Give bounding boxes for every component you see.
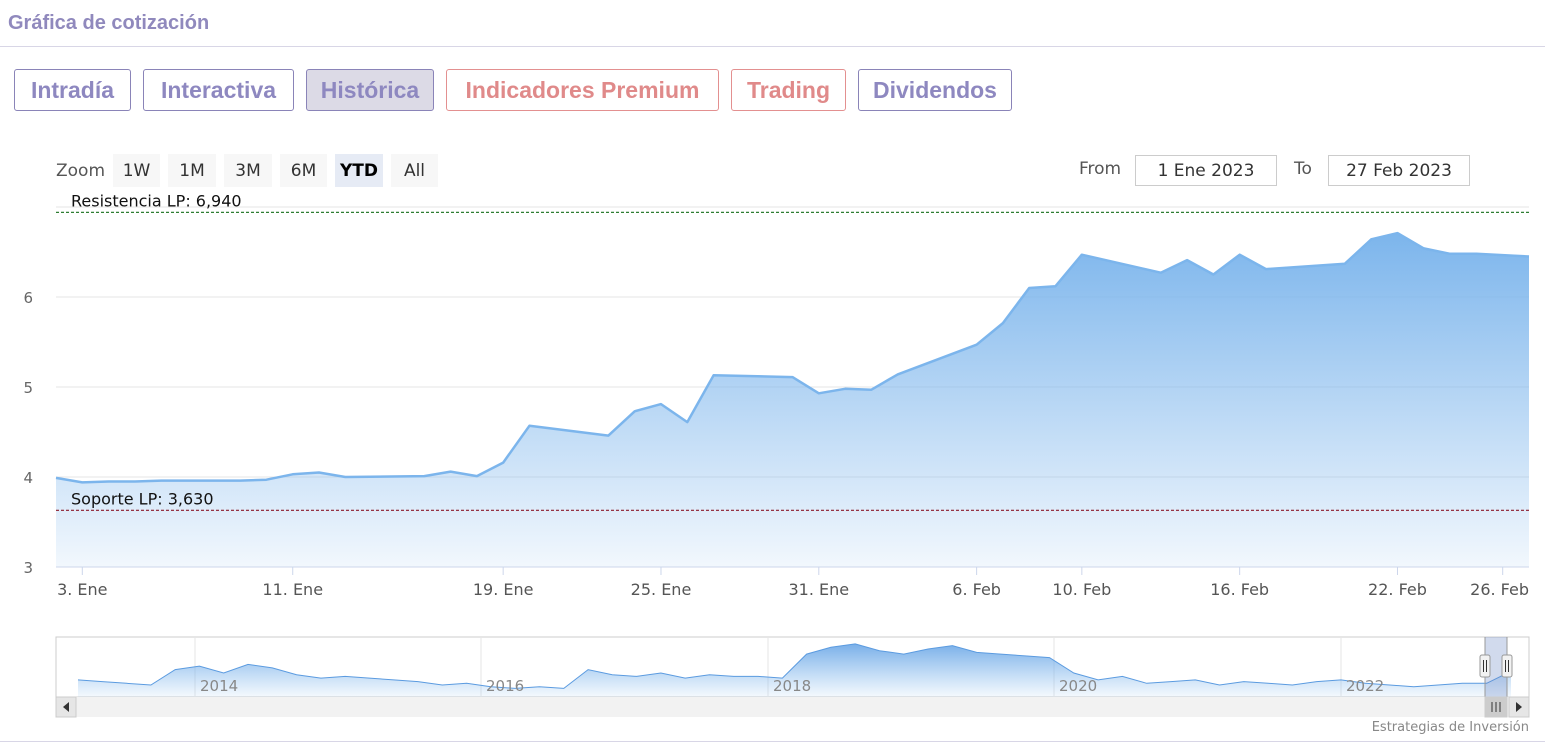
x-tick-label: 6. Feb	[952, 580, 1001, 599]
tab-interactiva[interactable]: Interactiva	[143, 69, 294, 111]
x-tick-label: 31. Ene	[788, 580, 849, 599]
y-tick-label: 3	[23, 559, 33, 577]
navigator-year-label: 2016	[486, 677, 524, 695]
tab-dividendos[interactable]: Dividendos	[858, 69, 1012, 111]
x-axis: 3. Ene 11. Ene 19. Ene 25. Ene 31. Ene 6. Feb…	[56, 566, 1529, 599]
tab-historica[interactable]: Histórica	[306, 69, 434, 111]
zoom-1m-button[interactable]: 1M	[168, 154, 216, 187]
x-tick-label: 16. Feb	[1210, 580, 1269, 599]
zoom-ytd-button[interactable]: YTD	[335, 154, 383, 187]
scrollbar-track[interactable]	[56, 697, 1529, 717]
resistance-line-label: Resistencia LP: 6,940	[71, 191, 242, 210]
tab-indicadores-premium[interactable]: Indicadores Premium	[446, 69, 719, 111]
price-line	[55, 231, 1530, 484]
range-to-input[interactable]: 27 Feb 2023	[1328, 155, 1470, 186]
chart-credit[interactable]: Estrategias de Inversión	[1371, 720, 1529, 735]
navigator-handle[interactable]	[1501, 654, 1513, 678]
support-line-label: Soporte LP: 3,630	[71, 489, 214, 508]
x-tick-label: 11. Ene	[262, 580, 323, 599]
area-fill	[56, 233, 1529, 567]
tab-trading[interactable]: Trading	[731, 69, 846, 111]
zoom-6m-button[interactable]: 6M	[280, 154, 327, 187]
bottom-divider	[0, 741, 1545, 742]
arrow-right-icon	[1516, 702, 1522, 712]
zoom-3m-button[interactable]: 3M	[224, 154, 272, 187]
x-tick-label: 3. Ene	[57, 580, 107, 599]
reference-lines: Resistencia LP: 6,940 Soporte LP: 3,630	[56, 191, 1529, 511]
zoom-all-button[interactable]: All	[391, 154, 438, 187]
y-tick-label: 4	[23, 469, 33, 487]
zoom-1w-button[interactable]: 1W	[113, 154, 160, 187]
zoom-label: Zoom	[56, 161, 106, 181]
x-tick-label: 26. Feb	[1470, 580, 1529, 599]
x-tick-label: 10. Feb	[1052, 580, 1111, 599]
navigator-line	[77, 643, 1512, 689]
y-axis: 3 4 5 6	[23, 289, 33, 577]
navigator-area	[78, 643, 1511, 697]
navigator: 2014 2016 2018 2020 2022	[55, 636, 1530, 718]
page-title: Gráfica de cotización	[8, 12, 210, 34]
range-to-label: To	[1294, 159, 1312, 179]
area-series	[55, 231, 1530, 567]
range-from-label: From	[1079, 159, 1122, 179]
navigator-year-label: 2020	[1059, 677, 1097, 695]
arrow-left-icon	[63, 702, 69, 712]
x-tick-label: 25. Ene	[631, 580, 692, 599]
tab-intradia[interactable]: Intradía	[14, 69, 131, 111]
x-tick-label: 19. Ene	[473, 580, 534, 599]
navigator-year-label: 2022	[1346, 677, 1384, 695]
navigator-selection[interactable]	[1485, 637, 1507, 697]
navigator-year-label: 2014	[200, 677, 238, 695]
title-divider	[0, 46, 1545, 47]
x-tick-label: 22. Feb	[1368, 580, 1427, 599]
range-from-input[interactable]: 1 Ene 2023	[1135, 155, 1277, 186]
y-tick-label: 5	[23, 379, 33, 397]
navigator-handle[interactable]	[1479, 654, 1491, 678]
y-tick-label: 6	[23, 289, 33, 307]
navigator-year-label: 2018	[773, 677, 811, 695]
